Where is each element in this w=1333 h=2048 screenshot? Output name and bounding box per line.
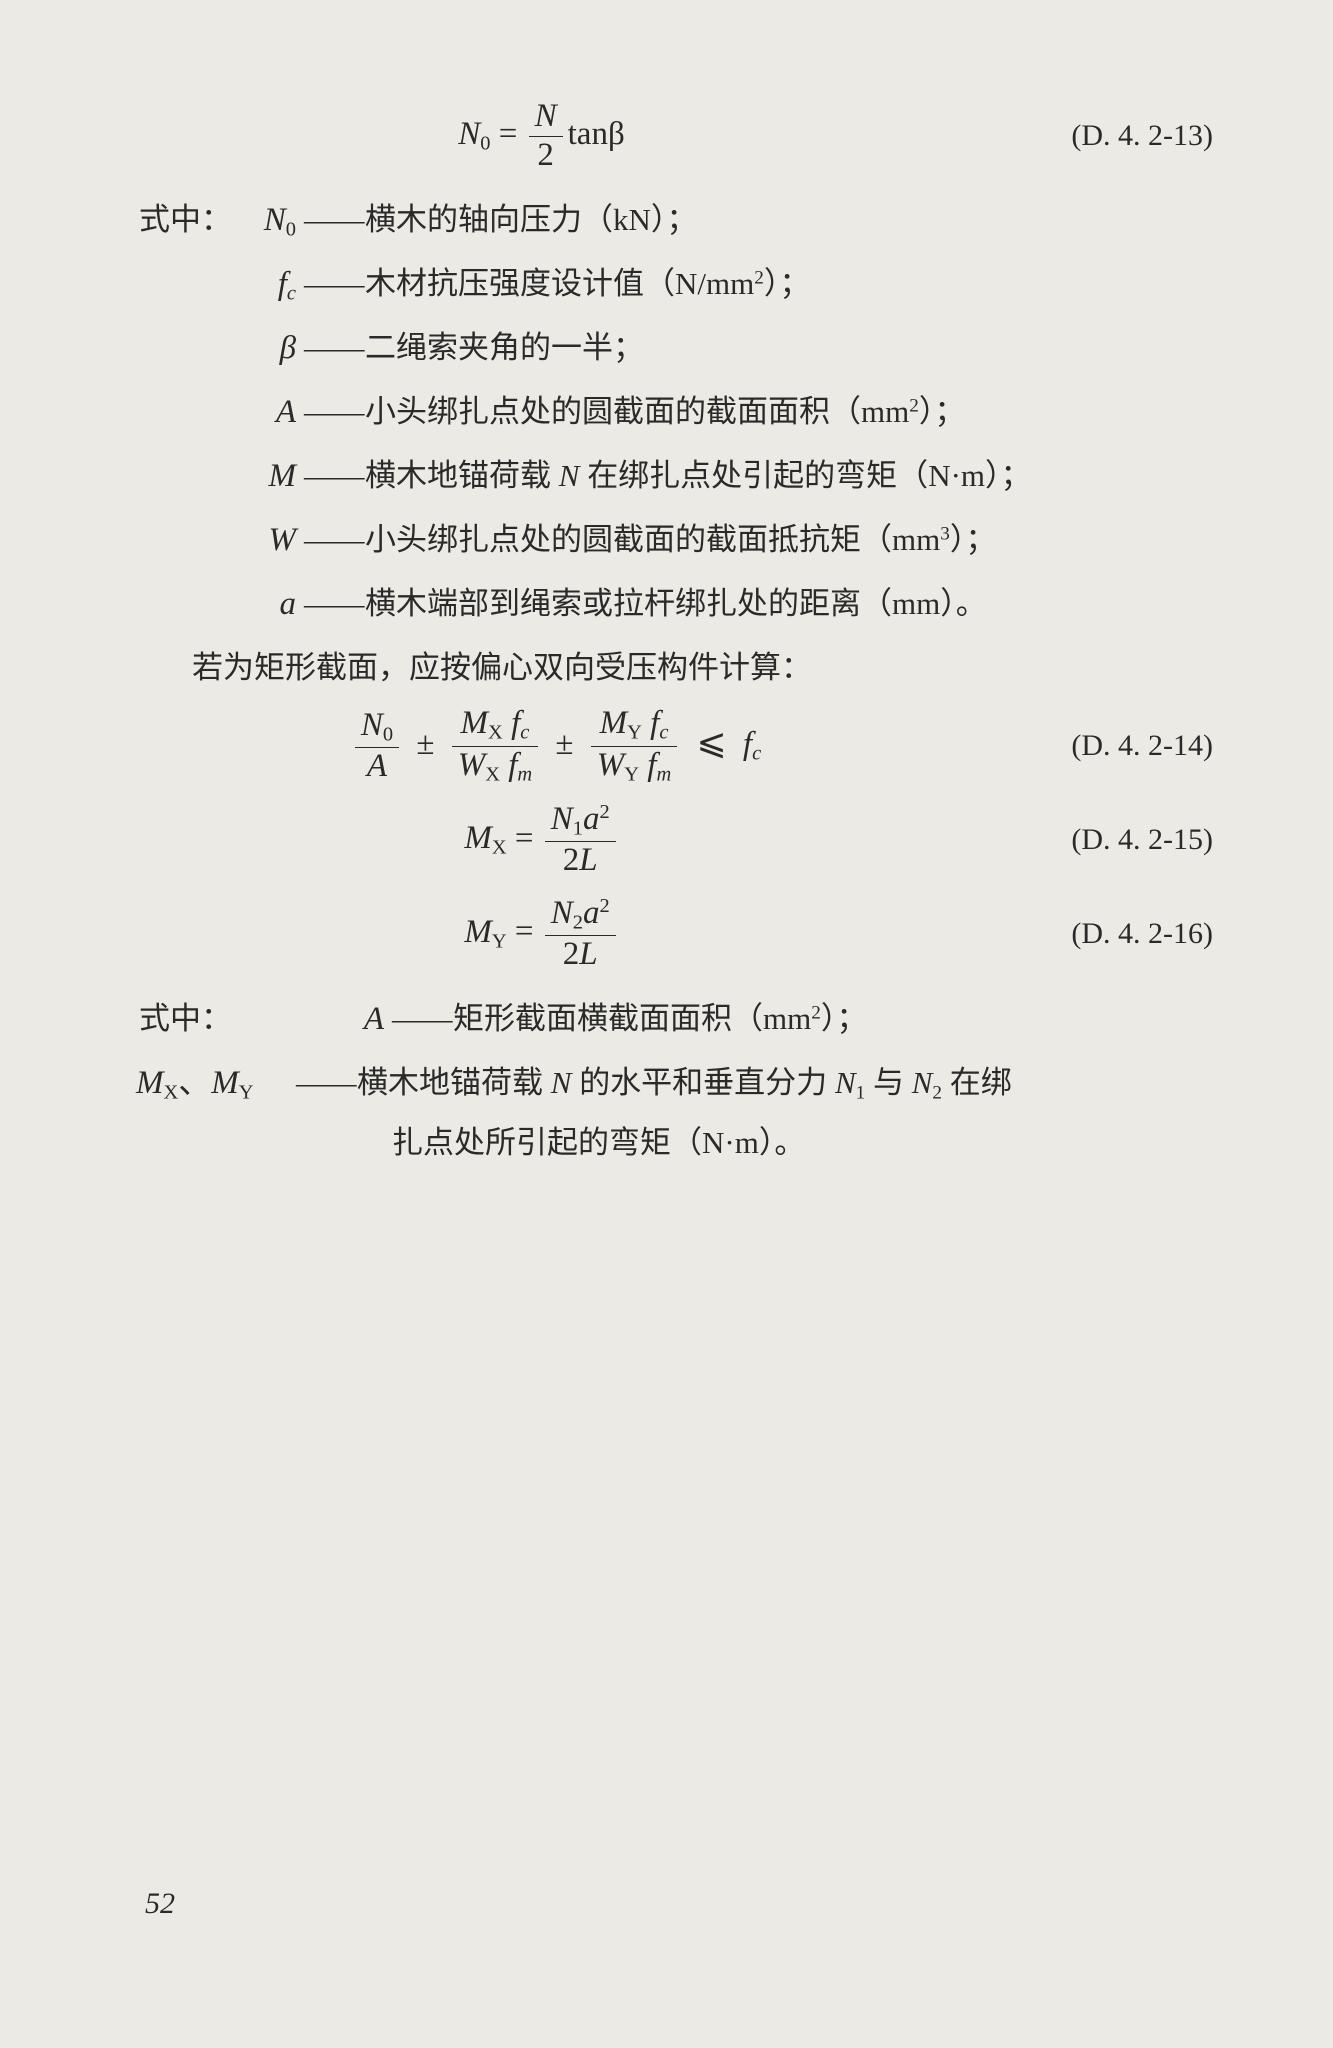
- definitions-2: 式中： A —— 矩形截面横截面面积（mm2）； MX、MY —— 横木地锚荷载…: [130, 988, 1213, 1172]
- equation-15-number: (D. 4. 2-15): [953, 812, 1213, 868]
- definitions-1: 式中： N0 —— 横木的轴向压力（kN）； fc —— 木材抗压强度设计值（N…: [130, 189, 1213, 635]
- equation-16: MY = N2a2 2L (D. 4. 2-16): [130, 894, 1213, 973]
- equation-13-number: (D. 4. 2-13): [953, 108, 1213, 164]
- equation-14: N0 A ± MX fc WX fm ± MY fc WY fm ⩽ fc (D…: [130, 705, 1213, 786]
- def-W: W —— 小头绑扎点处的圆截面的截面抵抗矩（mm3）；: [136, 509, 1213, 571]
- def2-A: 式中： A —— 矩形截面横截面面积（mm2）；: [136, 988, 1213, 1050]
- equation-16-body: MY = N2a2 2L: [130, 894, 953, 973]
- def-fc: fc —— 木材抗压强度设计值（N/mm2）；: [136, 253, 1213, 315]
- def2-MxMy-cont: 扎点处所引起的弯矩（N·m）。: [392, 1114, 1213, 1172]
- equation-13-body: N0 = N 2 tanβ: [130, 98, 953, 175]
- def2-MxMy: MX、MY —— 横木地锚荷载 N 的水平和垂直分力 N1 与 N2 在绑: [136, 1052, 1213, 1114]
- equation-15-body: MX = N1a2 2L: [130, 801, 953, 880]
- def-M: M —— 横木地锚荷载 N 在绑扎点处引起的弯矩（N·m）；: [136, 445, 1213, 507]
- paragraph-rect-section: 若为矩形截面，应按偏心双向受压构件计算：: [130, 639, 1213, 697]
- page-number: 52: [145, 1876, 175, 1932]
- def-A: A —— 小头绑扎点处的圆截面的截面面积（mm2）；: [136, 381, 1213, 443]
- equation-14-body: N0 A ± MX fc WX fm ± MY fc WY fm ⩽ fc: [130, 705, 953, 786]
- equation-16-number: (D. 4. 2-16): [953, 906, 1213, 962]
- equation-15: MX = N1a2 2L (D. 4. 2-15): [130, 801, 1213, 880]
- def-beta: β —— 二绳索夹角的一半；: [136, 317, 1213, 379]
- def-N0: 式中： N0 —— 横木的轴向压力（kN）；: [136, 189, 1213, 251]
- equation-14-number: (D. 4. 2-14): [953, 718, 1213, 774]
- equation-13: N0 = N 2 tanβ (D. 4. 2-13): [130, 98, 1213, 175]
- page: N0 = N 2 tanβ (D. 4. 2-13) 式中： N0 —— 横木的…: [0, 0, 1333, 2048]
- def-a: a —— 横木端部到绳索或拉杆绑扎处的距离（mm）。: [136, 573, 1213, 635]
